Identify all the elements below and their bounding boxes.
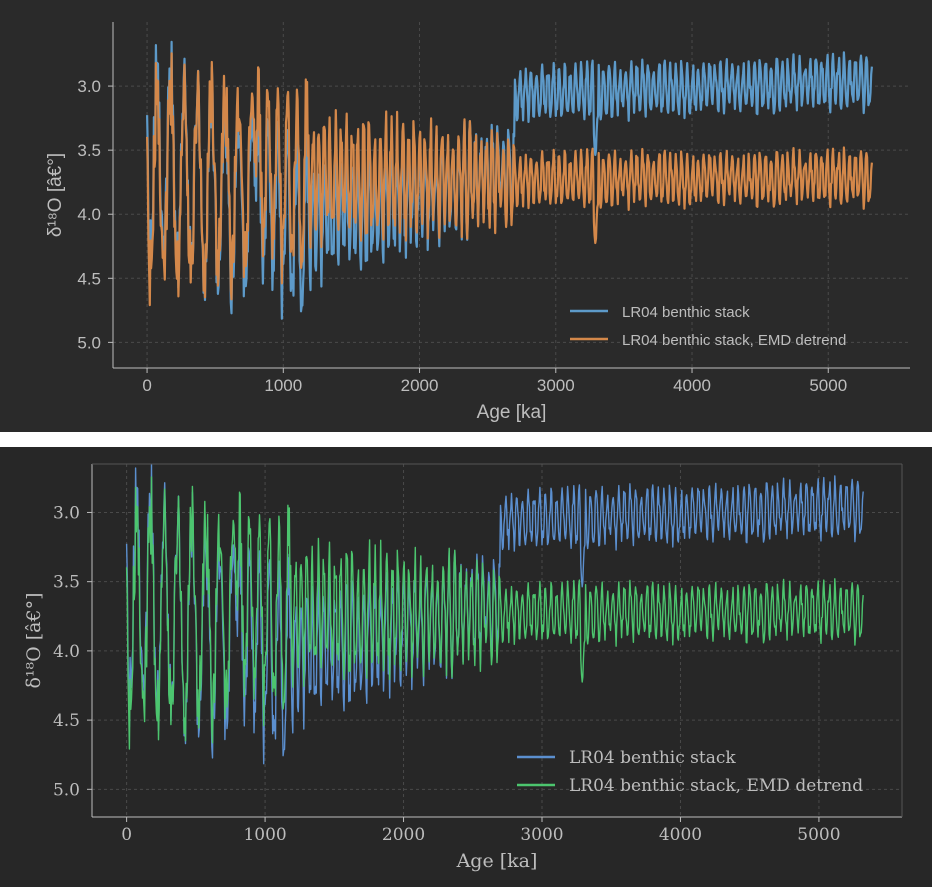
x-axis-label: Age [ka] bbox=[477, 402, 547, 423]
x-tick-label: 5000 bbox=[809, 376, 847, 395]
legend-label: LR04 benthic stack, EMD detrend bbox=[622, 332, 846, 349]
x-tick-label: 1000 bbox=[264, 376, 302, 395]
x-tick-label: 2000 bbox=[401, 376, 439, 395]
legend: LR04 benthic stack LR04 benthic stack, EM… bbox=[570, 304, 846, 349]
y-axis-label: δ¹⁸O [â€°] bbox=[23, 592, 45, 688]
y-tick-label: 3.0 bbox=[53, 503, 80, 523]
chart-bottom: 0 1000 2000 3000 4000 5000 3.0 3.5 4.0 4.5 5.0 Age … bbox=[23, 463, 903, 872]
x-tick-label: 3000 bbox=[537, 376, 575, 395]
chart-panel-bottom: 0 1000 2000 3000 4000 5000 3.0 3.5 4.0 4.5 5.0 Age … bbox=[0, 447, 932, 887]
series-line bbox=[146, 52, 873, 307]
x-axis-label: Age [ka] bbox=[456, 850, 538, 872]
series-line bbox=[125, 464, 864, 765]
legend-label: LR04 benthic stack bbox=[569, 748, 736, 768]
y-tick-label: 3.0 bbox=[77, 77, 101, 96]
chart-top: 0 1000 2000 3000 4000 5000 3.0 3.5 4.0 4.5 5.0 Age … bbox=[45, 22, 910, 423]
x-tick-label: 2000 bbox=[382, 825, 425, 845]
y-tick-label: 4.0 bbox=[77, 205, 101, 224]
legend-label: LR04 benthic stack, EMD detrend bbox=[569, 776, 863, 796]
x-tick-label: 4000 bbox=[673, 376, 711, 395]
legend: LR04 benthic stack LR04 benthic stack, EM… bbox=[517, 748, 863, 796]
y-tick-label: 4.5 bbox=[53, 711, 80, 731]
x-tick-label: 3000 bbox=[520, 825, 563, 845]
y-tick-label: 3.5 bbox=[77, 141, 101, 160]
x-tick-label: 1000 bbox=[243, 825, 286, 845]
y-axis-label: δ¹⁸O [â€°] bbox=[45, 153, 66, 237]
y-tick-label: 4.0 bbox=[53, 642, 80, 662]
y-tick-label: 4.5 bbox=[77, 269, 101, 288]
series-line bbox=[125, 476, 864, 750]
x-tick-label: 0 bbox=[121, 825, 132, 845]
legend-label: LR04 benthic stack bbox=[622, 304, 750, 321]
x-tick-label: 4000 bbox=[659, 825, 702, 845]
y-tick-label: 5.0 bbox=[77, 333, 101, 352]
y-tick-label: 5.0 bbox=[53, 780, 80, 800]
x-tick-label: 5000 bbox=[797, 825, 840, 845]
x-tick-label: 0 bbox=[142, 376, 151, 395]
chart-panel-top: 0 1000 2000 3000 4000 5000 3.0 3.5 4.0 4.5 5.0 Age … bbox=[0, 0, 932, 432]
y-tick-label: 3.5 bbox=[53, 573, 80, 593]
